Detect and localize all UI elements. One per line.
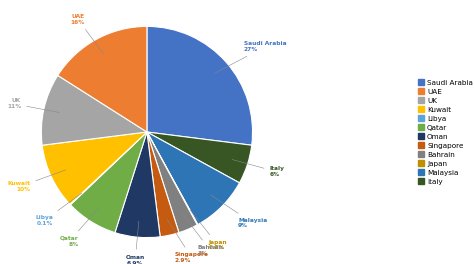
Text: Saudi Arabia
27%: Saudi Arabia 27% [214,41,286,73]
Wedge shape [70,132,147,205]
Text: Kuwait
10%: Kuwait 10% [8,170,66,192]
Text: Libya
0.1%: Libya 0.1% [36,193,82,226]
Text: Singapore
2.9%: Singapore 2.9% [167,219,209,263]
Text: UAE
16%: UAE 16% [71,14,103,54]
Text: Italy
6%: Italy 6% [232,159,284,177]
Text: Qatar
8%: Qatar 8% [60,208,99,247]
Wedge shape [71,132,147,233]
Wedge shape [147,132,179,237]
Text: Bahrain
3%: Bahrain 3% [182,214,223,256]
Wedge shape [41,76,147,145]
Wedge shape [147,132,252,183]
Wedge shape [147,26,253,145]
Wedge shape [147,132,197,233]
Legend: Saudi Arabia, UAE, UK, Kuwait, Libya, Qatar, Oman, Singapore, Bahrain, Japan, Ma: Saudi Arabia, UAE, UK, Kuwait, Libya, Qa… [416,77,474,187]
Wedge shape [147,132,239,225]
Text: Malaysia
9%: Malaysia 9% [210,195,267,229]
Wedge shape [115,132,160,238]
Text: Oman
6.9%: Oman 6.9% [126,221,145,264]
Wedge shape [147,132,198,225]
Wedge shape [58,26,147,132]
Wedge shape [42,132,147,204]
Text: Japan
0.1%: Japan 0.1% [190,210,227,251]
Text: UK
11%: UK 11% [7,98,60,112]
